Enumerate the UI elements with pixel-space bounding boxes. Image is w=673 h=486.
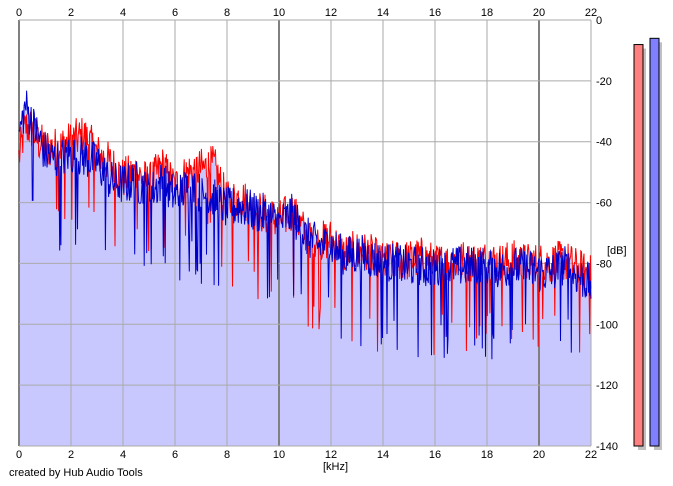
y-tick-label: -60 <box>596 198 612 210</box>
x-tick-label-bottom: 8 <box>224 449 230 461</box>
x-tick-label-bottom: 4 <box>120 449 126 461</box>
y-tick-label: -140 <box>596 441 618 453</box>
x-tick-labels-bottom: 0 2 4 6 8 10 12 14 16 18 20 22 <box>16 449 597 461</box>
x-tick-label-bottom: 18 <box>481 449 493 461</box>
x-tick-label-top: 2 <box>68 7 74 19</box>
x-tick-label-top: 22 <box>585 7 597 19</box>
x-tick-label-top: 18 <box>481 7 493 19</box>
level-meters <box>633 37 662 451</box>
x-tick-label-bottom: 10 <box>273 449 285 461</box>
x-tick-label-bottom: 2 <box>68 449 74 461</box>
meter-left <box>633 44 644 447</box>
spectrum-area <box>19 90 591 446</box>
x-tick-label-top: 0 <box>16 7 22 19</box>
y-tick-labels: 0 -20 -40 -60 -80 -100 -120 -140 <box>596 15 618 453</box>
x-tick-label-top: 20 <box>533 7 545 19</box>
x-tick-labels-top: 0 2 4 6 8 10 12 14 16 18 20 22 <box>16 7 597 19</box>
x-tick-label-bottom: 16 <box>429 449 441 461</box>
x-tick-label-bottom: 20 <box>533 449 545 461</box>
y-tick-label: 0 <box>596 15 602 27</box>
x-tick-label-top: 4 <box>120 7 126 19</box>
grid <box>18 19 592 447</box>
x-tick-label-bottom: 14 <box>377 449 389 461</box>
y-tick-label: -100 <box>596 319 618 331</box>
y-tick-label: -20 <box>596 76 612 88</box>
y-tick-label: -40 <box>596 137 612 149</box>
y-tick-label: -80 <box>596 258 612 270</box>
x-tick-label-bottom: 12 <box>325 449 337 461</box>
series-line <box>18 90 592 360</box>
credit-text: created by Hub Audio Tools <box>9 467 143 479</box>
x-tick-label-bottom: 0 <box>16 449 22 461</box>
meter-right <box>649 37 660 447</box>
x-tick-label-top: 14 <box>377 7 389 19</box>
y-tick-label: -120 <box>596 380 618 392</box>
x-tick-label-top: 16 <box>429 7 441 19</box>
x-tick-label-bottom: 22 <box>585 449 597 461</box>
series-lines <box>18 90 592 360</box>
x-tick-label-bottom: 6 <box>172 449 178 461</box>
y-axis-label: [dB] <box>607 245 627 257</box>
x-axis-label: [kHz] <box>323 461 348 473</box>
x-tick-label-top: 12 <box>325 7 337 19</box>
spectrum-fill <box>19 90 591 446</box>
x-tick-label-top: 8 <box>224 7 230 19</box>
x-tick-label-top: 10 <box>273 7 285 19</box>
x-tick-label-top: 6 <box>172 7 178 19</box>
